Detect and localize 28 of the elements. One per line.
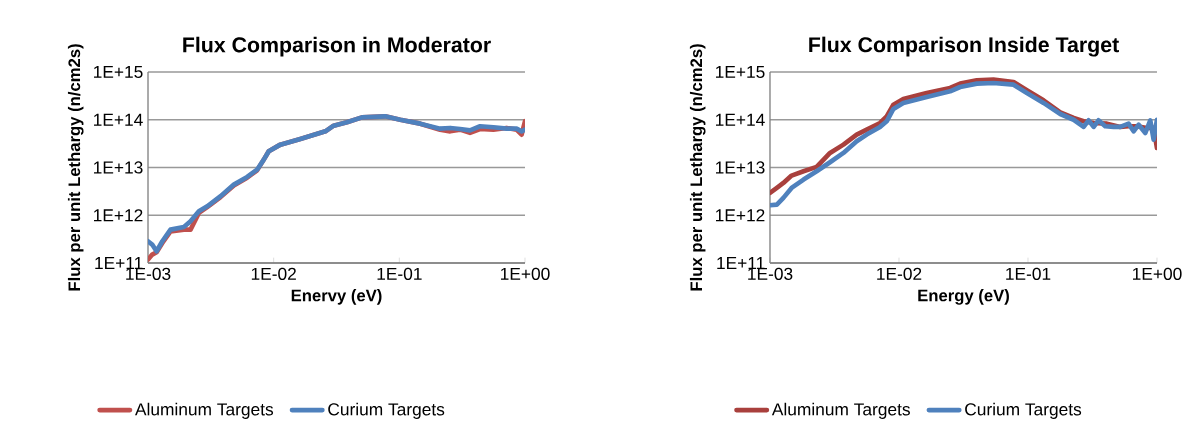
y-tick-label: 1E+11 xyxy=(717,257,765,269)
y-tick-label: 1E+12 xyxy=(94,209,143,222)
y-tick-label: 1E+11 xyxy=(95,257,143,269)
x-tick-label: 1E-03 xyxy=(126,267,171,280)
x-tick-label: 1E-01 xyxy=(1006,267,1051,280)
legend-label: Curium Targets xyxy=(965,402,1082,419)
legend-label: Aluminum Targets xyxy=(771,402,910,419)
x-tick-label: 1E-02 xyxy=(877,267,922,280)
y-tick-label: 1E+15 xyxy=(716,65,765,79)
x-tick-label: 1E-03 xyxy=(748,267,793,280)
y-axis-title: Flux per unit Lethargy (n/cm2s) xyxy=(689,44,706,291)
y-tick-label: 1E+13 xyxy=(94,161,143,174)
y-tick-label: 1E+14 xyxy=(94,113,143,126)
x-tick-label: 1E+00 xyxy=(1133,267,1182,280)
y-tick-label: 1E+14 xyxy=(716,113,765,126)
chart-title: Flux Comparison in Moderator xyxy=(183,36,491,57)
x-tick-label: 1E+00 xyxy=(501,267,550,280)
y-tick-label: 1E+13 xyxy=(716,161,765,174)
y-tick-label: 1E+15 xyxy=(94,65,143,79)
x-axis-title: Energy (eV) xyxy=(918,289,1009,305)
chart-title: Flux Comparison Inside Target xyxy=(809,36,1119,57)
legend-label: Aluminum Targets xyxy=(135,402,274,419)
x-tick-label: 1E-01 xyxy=(377,267,422,280)
x-tick-label: 1E-02 xyxy=(251,267,296,280)
y-tick-label: 1E+12 xyxy=(716,209,765,222)
x-axis-title: Enervy (eV) xyxy=(291,289,382,305)
y-axis-title: Flux per unit Lethargy (n/cm2s) xyxy=(67,44,84,291)
legend-label: Curium Targets xyxy=(328,402,445,419)
